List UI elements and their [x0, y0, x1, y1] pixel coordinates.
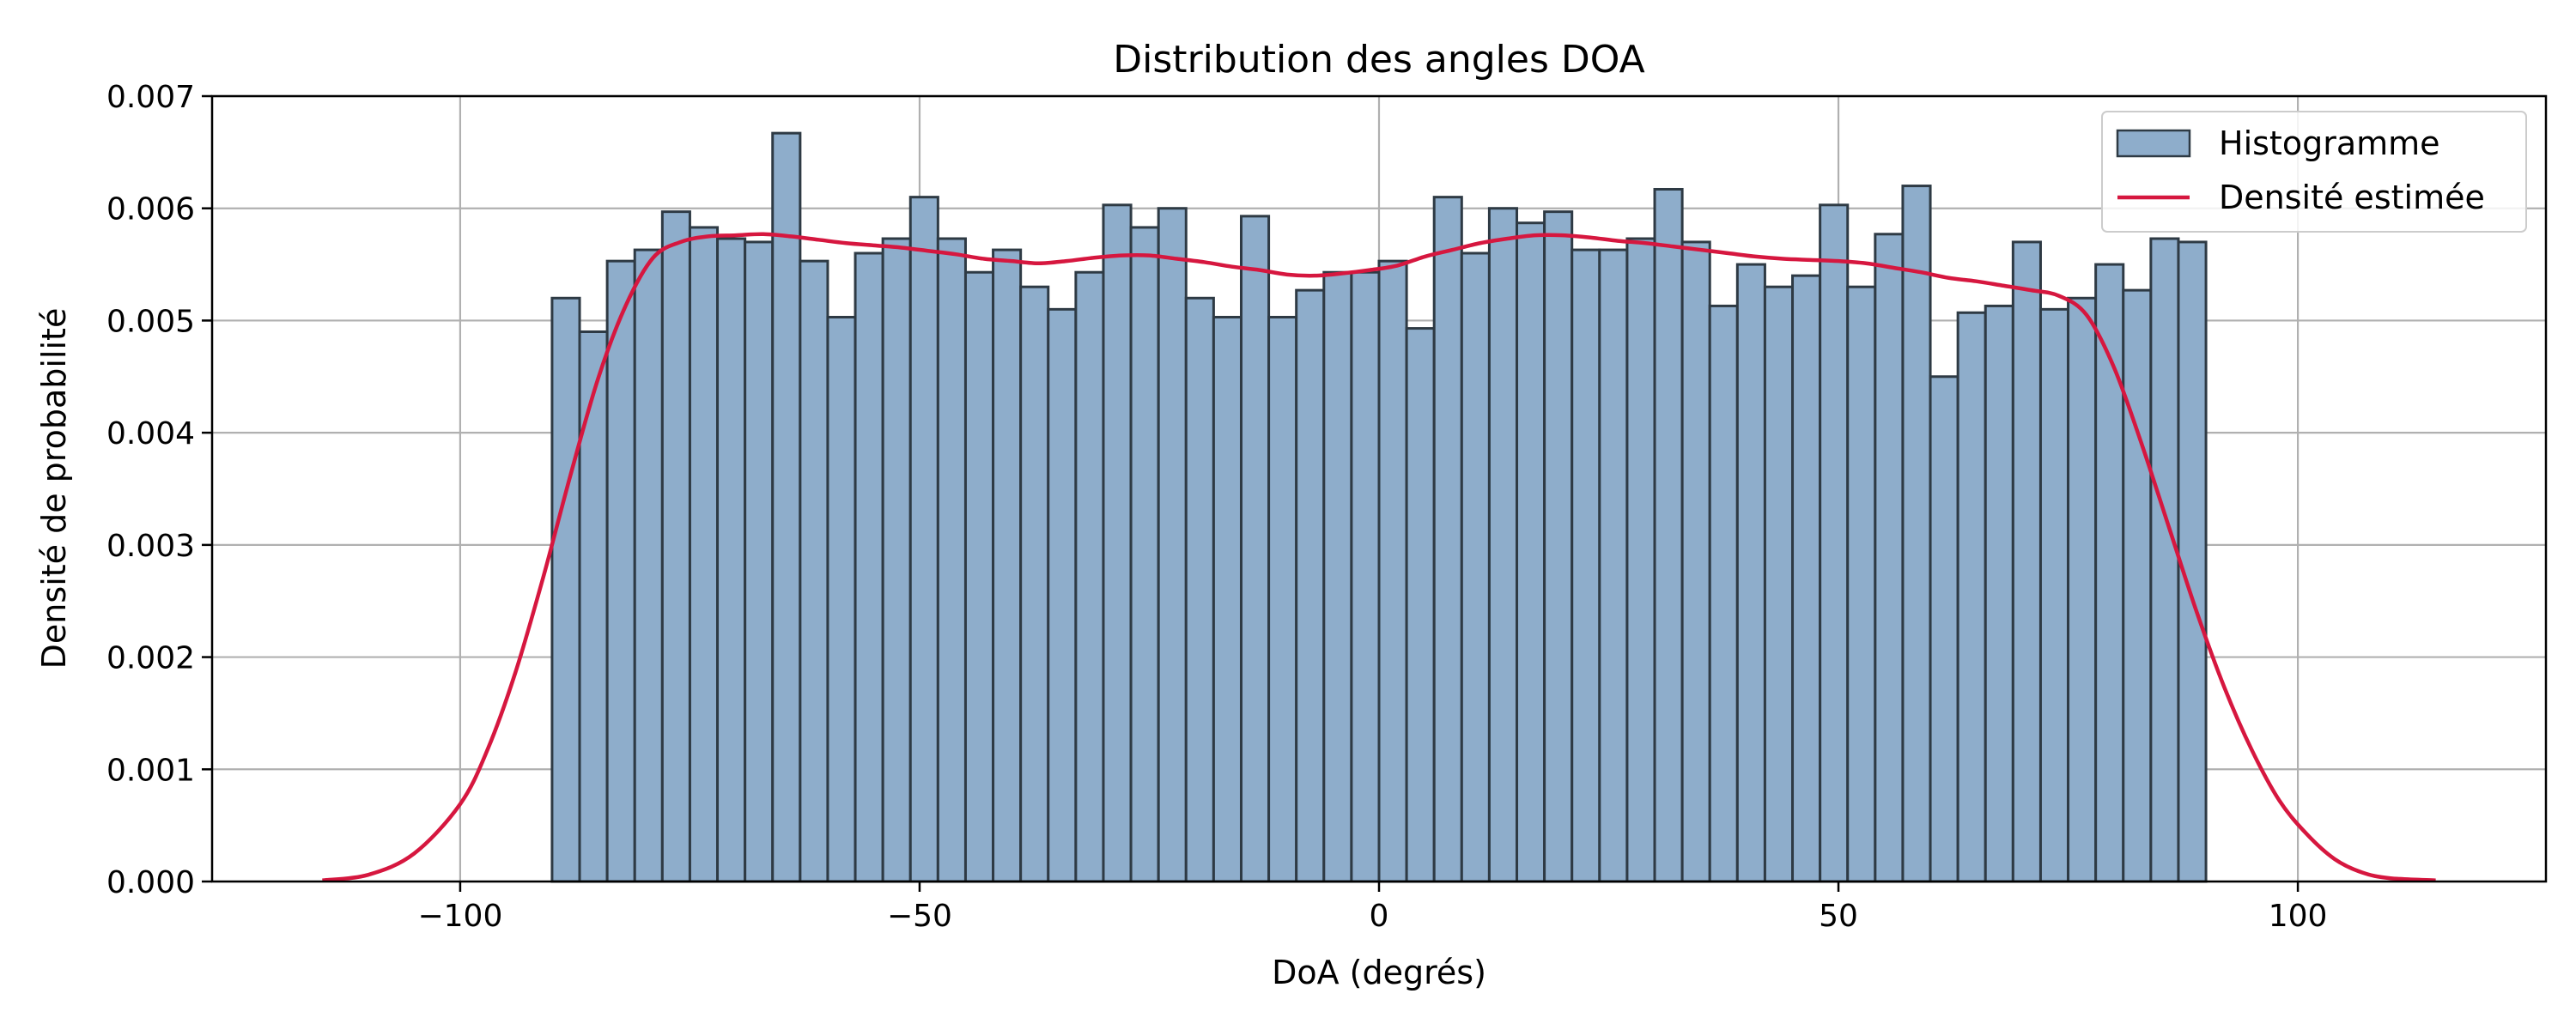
- histogram-bar: [1874, 233, 1905, 883]
- histogram-bar: [1516, 221, 1546, 883]
- histogram-bar: [1377, 259, 1408, 883]
- histogram-bar: [1680, 240, 1711, 883]
- histogram-bar: [1543, 210, 1574, 883]
- x-tick-label: 0: [1370, 899, 1389, 934]
- histogram-bar: [688, 226, 720, 883]
- histogram-bar: [1212, 316, 1242, 883]
- histogram-bar: [1708, 304, 1739, 883]
- histogram-bar: [2011, 240, 2042, 883]
- histogram-bar: [660, 210, 691, 883]
- x-axis: −100 −50 0 50 100: [417, 882, 2327, 934]
- histogram-bar: [1295, 288, 1326, 883]
- x-axis-title: DoA (degrés): [1272, 954, 1486, 991]
- histogram-bar: [1432, 196, 1463, 883]
- histogram-bar: [854, 251, 884, 883]
- y-tick-label: 0.005: [106, 304, 195, 339]
- histogram-bar: [1763, 285, 1795, 883]
- histogram-bar: [2177, 240, 2208, 883]
- y-tick-label: 0.007: [106, 80, 195, 115]
- histogram-bar: [2149, 237, 2180, 883]
- density-curve: [322, 232, 2436, 882]
- histogram-bar: [1901, 185, 1932, 883]
- legend-label-histogram: Histogramme: [2219, 124, 2440, 162]
- histogram-bar: [1184, 296, 1215, 883]
- histogram-bar: [1598, 248, 1629, 883]
- histogram-bar: [992, 248, 1023, 883]
- histogram-bar: [771, 131, 802, 883]
- chart-title: Distribution des angles DOA: [1113, 38, 1644, 82]
- x-tick-label: 100: [2269, 899, 2328, 934]
- legend: Histogramme Densité estimée: [2101, 111, 2527, 233]
- histogram-bar: [550, 296, 581, 883]
- histogram-bar: [963, 270, 995, 883]
- y-axis: 0.000 0.001 0.002 0.003 0.004 0.005 0.006 0.007: [106, 80, 212, 900]
- x-tick-label: −100: [417, 899, 502, 934]
- histogram-bar: [908, 196, 939, 883]
- y-axis-title: Densité de probabilité: [35, 308, 73, 670]
- histogram-bar: [716, 237, 747, 883]
- y-tick-label: 0.004: [106, 416, 195, 451]
- histogram-bar: [2067, 296, 2098, 883]
- histogram-bar: [1846, 285, 1877, 883]
- histogram-bar: [1074, 270, 1105, 883]
- histogram-bar: [1019, 285, 1050, 883]
- histogram-bar: [1956, 311, 1987, 883]
- histogram-bar: [1239, 215, 1271, 883]
- legend-label-density: Densité estimée: [2219, 179, 2485, 216]
- histogram-bar: [826, 316, 857, 883]
- y-tick-label: 0.002: [106, 641, 195, 676]
- legend-box: [2101, 111, 2527, 233]
- y-tick-label: 0.003: [106, 529, 195, 564]
- histogram-bar: [744, 240, 775, 883]
- x-tick-label: 50: [1819, 899, 1858, 934]
- histogram-bar: [578, 330, 609, 883]
- histogram-bar: [1157, 207, 1188, 883]
- legend-swatch-histogram: [2116, 129, 2191, 158]
- histogram-bar: [1819, 203, 1850, 883]
- y-tick-label: 0.000: [106, 865, 195, 900]
- histogram-bar: [1102, 203, 1133, 883]
- histogram-bar: [1267, 316, 1298, 883]
- histogram-bar: [1460, 251, 1491, 883]
- y-tick-label: 0.001: [106, 753, 195, 788]
- histogram-bar: [1047, 307, 1078, 883]
- histogram-bar: [1791, 274, 1822, 883]
- histogram-bar: [1405, 327, 1436, 883]
- histogram-bar: [1487, 207, 1519, 883]
- histogram-bar: [1625, 237, 1656, 883]
- histogram-bar: [2122, 288, 2153, 883]
- y-tick-label: 0.006: [106, 192, 195, 227]
- histogram-bar: [1350, 270, 1381, 883]
- histogram-bar: [1929, 375, 1959, 883]
- histogram-bar: [1129, 226, 1160, 883]
- histogram-bar: [881, 237, 912, 883]
- histogram-bar: [936, 237, 967, 883]
- density-curve-layer: [322, 232, 2436, 882]
- histogram-bar: [1571, 248, 1601, 883]
- histogram-bar: [1984, 304, 2014, 883]
- histogram-bar: [1322, 270, 1353, 883]
- histogram-bar: [633, 248, 664, 883]
- histogram-bar: [1735, 263, 1766, 883]
- histogram-bars: [550, 131, 2208, 883]
- x-tick-label: −50: [887, 899, 952, 934]
- histogram-bar: [1653, 187, 1684, 883]
- histogram-bar: [605, 259, 636, 883]
- histogram-bar: [799, 259, 829, 883]
- histogram-bar: [2038, 307, 2070, 883]
